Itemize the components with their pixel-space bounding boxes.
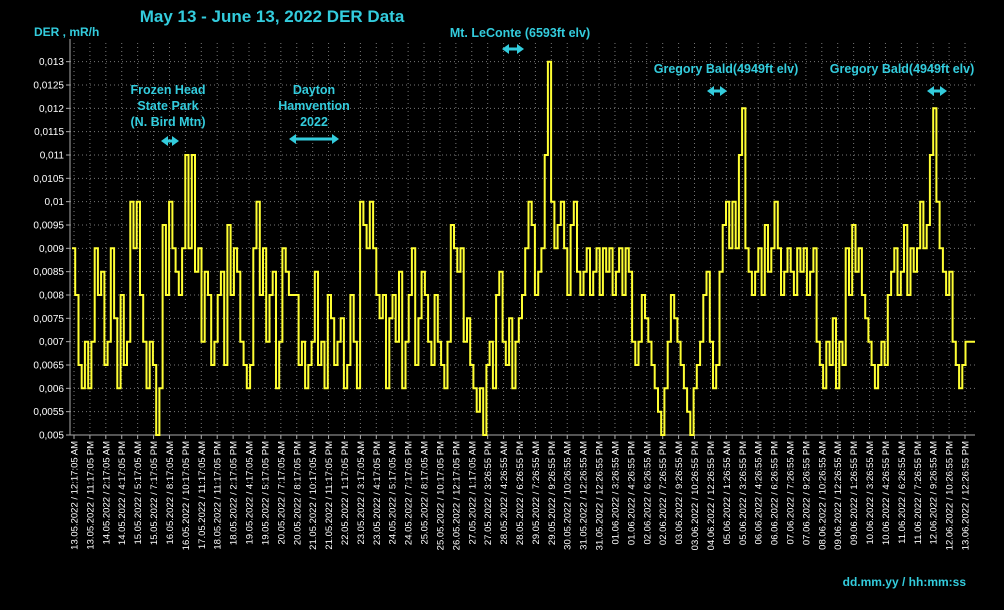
x-tick-label: 27.05.2022 / 3:26:55 PM	[483, 441, 494, 545]
x-tick-label: 31.05.2022 / 12:26:55 AM	[579, 441, 590, 550]
chart-title: May 13 - June 13, 2022 DER Data	[140, 7, 405, 26]
y-tick-label: 0,012	[39, 104, 64, 115]
x-axis-label: dd.mm.yy / hh:mm:ss	[843, 575, 967, 589]
annotation-text: Gregory Bald(4949ft elv)	[830, 62, 975, 76]
x-tick-label: 23.05.2022 / 4:17:05 PM	[372, 441, 383, 545]
annotation-text: State Park	[137, 99, 198, 113]
double-arrow-icon	[289, 134, 339, 144]
x-tick-label: 24.05.2022 / 7:17:05 PM	[404, 441, 415, 545]
x-tick-label: 27.05.2022 / 1:17:05 AM	[467, 441, 478, 545]
x-tick-label: 30.05.2022 / 10:26:55 AM	[563, 441, 574, 550]
x-tick-label: 12.06.2022 / 10:26:55 PM	[945, 441, 956, 550]
x-tick-label: 07.06.2022 / 7:26:55 AM	[785, 441, 796, 545]
x-tick-label: 25.05.2022 / 8:17:05 AM	[420, 441, 431, 545]
double-arrow-icon	[502, 44, 524, 54]
y-tick-label: 0,0075	[33, 314, 64, 325]
axes	[66, 39, 975, 439]
x-tick-label: 06.06.2022 / 6:26:55 PM	[770, 441, 781, 545]
y-tick-label: 0,0105	[33, 174, 64, 185]
series-group	[72, 60, 975, 436]
x-tick-label: 19.05.2022 / 4:17:05 AM	[245, 441, 256, 545]
x-tick-label: 16.05.2022 / 8:17:05 AM	[165, 441, 176, 545]
y-tick-label: 0,0125	[33, 81, 64, 92]
x-tick-label: 05.06.2022 / 1:26:55 AM	[722, 441, 733, 545]
y-tick-label: 0,013	[39, 57, 64, 68]
x-tick-label: 09.06.2022 / 1:26:55 PM	[849, 441, 860, 545]
x-tick-label: 20.05.2022 / 8:17:05 PM	[292, 441, 303, 545]
x-tick-label: 21.05.2022 / 10:17:05 AM	[308, 441, 319, 550]
y-tick-label: 0,01	[45, 197, 65, 208]
annotation-text: (N. Bird Mtn)	[131, 115, 206, 129]
y-tick-label: 0,0055	[33, 407, 64, 418]
x-tick-label: 28.05.2022 / 4:26:55 AM	[499, 441, 510, 545]
y-tick-label: 0,008	[39, 291, 64, 302]
x-tick-label: 14.05.2022 / 2:17:05 AM	[101, 441, 112, 545]
x-tick-label: 29.05.2022 / 7:26:55 AM	[531, 441, 542, 545]
y-tick-label: 0,0095	[33, 221, 64, 232]
y-tick-label: 0,0085	[33, 267, 64, 278]
y-tick-labels: 0,005 0,0055 0,006 0,0065 0,007 0,0075 0,008 0,…	[33, 57, 64, 441]
y-tick-label: 0,009	[39, 244, 64, 255]
x-tick-label: 10.06.2022 / 4:26:55 PM	[881, 441, 892, 545]
x-tick-label: 04.06.2022 / 12:26:55 PM	[706, 441, 717, 550]
x-tick-label: 09.06.2022 / 12:26:55 AM	[833, 441, 844, 550]
x-tick-label: 12.06.2022 / 9:26:55 AM	[929, 441, 940, 545]
annotation-text: 2022	[300, 115, 328, 129]
annotation-text: Frozen Head	[130, 83, 205, 97]
x-tick-label: 24.05.2022 / 5:17:05 AM	[388, 441, 399, 545]
x-tick-label: 18.05.2022 / 11:17:05 PM	[213, 441, 224, 550]
x-tick-label: 01.06.2022 / 3:26:55 AM	[610, 441, 621, 545]
x-tick-label: 19.05.2022 / 5:17:05 PM	[260, 441, 271, 545]
annotations: Frozen Head State Park (N. Bird Mtn) Dayton…	[130, 26, 974, 146]
double-arrow-icon	[707, 86, 727, 96]
x-tick-label: 18.05.2022 / 2:17:05 PM	[229, 441, 240, 545]
y-tick-label: 0,0115	[34, 127, 64, 138]
x-tick-label: 08.06.2022 / 10:26:55 AM	[817, 441, 828, 550]
annotation-text: Mt. LeConte (6593ft elv)	[450, 26, 590, 40]
x-tick-label: 03.06.2022 / 9:26:55 AM	[674, 441, 685, 545]
x-tick-label: 07.06.2022 / 9:26:55 PM	[801, 441, 812, 545]
x-tick-label: 11.06.2022 / 6:26:55 AM	[897, 441, 908, 544]
x-tick-label: 15.05.2022 / 7:17:05 PM	[149, 441, 160, 545]
x-tick-label: 29.05.2022 / 9:26:55 PM	[547, 441, 558, 545]
annotation-text: Gregory Bald(4949ft elv)	[654, 62, 799, 76]
x-tick-label: 21.05.2022 / 11:17:05 PM	[324, 441, 335, 550]
x-tick-label: 02.06.2022 / 7:26:55 PM	[658, 441, 669, 545]
x-tick-label: 26.05.2022 / 12:17:05 PM	[451, 441, 462, 550]
x-tick-label: 25.05.2022 / 10:17:05 PM	[435, 441, 446, 550]
x-tick-label: 13.05.2022 / 11:17:05 PM	[85, 441, 96, 550]
x-tick-label: 13.05.2022 / 12:17:05 AM	[70, 441, 81, 550]
double-arrow-icon	[161, 136, 179, 146]
x-tick-label: 01.06.2022 / 4:26:55 PM	[626, 441, 637, 545]
y-axis-label: DER , mR/h	[34, 25, 99, 39]
x-tick-label: 22.05.2022 / 1:17:05 PM	[340, 441, 351, 545]
annotation-text: Dayton	[293, 83, 335, 97]
series-line-0	[72, 60, 975, 436]
x-tick-label: 15.05.2022 / 5:17:05 AM	[133, 441, 144, 545]
x-tick-label: 06.06.2022 / 4:26:55 AM	[754, 441, 765, 545]
annotation-text: Hamvention	[278, 99, 350, 113]
y-tick-label: 0,011	[40, 151, 65, 162]
grid-lines	[70, 43, 975, 436]
x-tick-label: 16.05.2022 / 10:17:05 PM	[181, 441, 192, 550]
x-tick-label: 23.05.2022 / 3:17:05 AM	[356, 441, 367, 545]
y-tick-label: 0,005	[39, 431, 64, 442]
x-tick-label: 17.05.2022 / 11:17:05 AM	[197, 441, 208, 549]
x-tick-label: 11.06.2022 / 7:26:55 PM	[913, 441, 924, 544]
double-arrow-icon	[927, 86, 947, 96]
x-tick-labels: 13.05.2022 / 12:17:05 AM 13.05.2022 / 11:…	[70, 441, 972, 550]
y-tick-label: 0,006	[39, 384, 64, 395]
x-tick-label: 02.06.2022 / 6:26:55 AM	[642, 441, 653, 545]
x-tick-label: 13.06.2022 / 12:26:55 PM	[961, 441, 972, 550]
x-tick-label: 31.05.2022 / 12:26:55 PM	[595, 441, 606, 550]
x-tick-label: 14.05.2022 / 4:17:05 PM	[117, 441, 128, 545]
y-tick-label: 0,007	[39, 337, 64, 348]
x-tick-label: 10.06.2022 / 3:26:55 AM	[865, 441, 876, 545]
x-tick-label: 05.06.2022 / 3:26:55 PM	[738, 441, 749, 545]
y-tick-label: 0,0065	[33, 361, 64, 372]
x-tick-label: 28.05.2022 / 6:26:55 PM	[515, 441, 526, 545]
x-tick-label: 03.06.2022 / 10:26:55 PM	[690, 441, 701, 550]
x-tick-label: 20.05.2022 / 7:17:05 AM	[276, 441, 287, 545]
